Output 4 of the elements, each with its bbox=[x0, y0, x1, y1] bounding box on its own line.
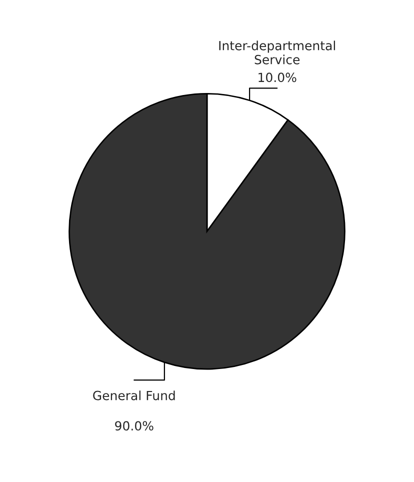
slice-label: Inter-departmental Service bbox=[219, 40, 335, 64]
slice-label: General Fund bbox=[93, 390, 175, 400]
data-label: 10.0% bbox=[258, 72, 296, 82]
data-label: 90.0% bbox=[115, 421, 154, 431]
